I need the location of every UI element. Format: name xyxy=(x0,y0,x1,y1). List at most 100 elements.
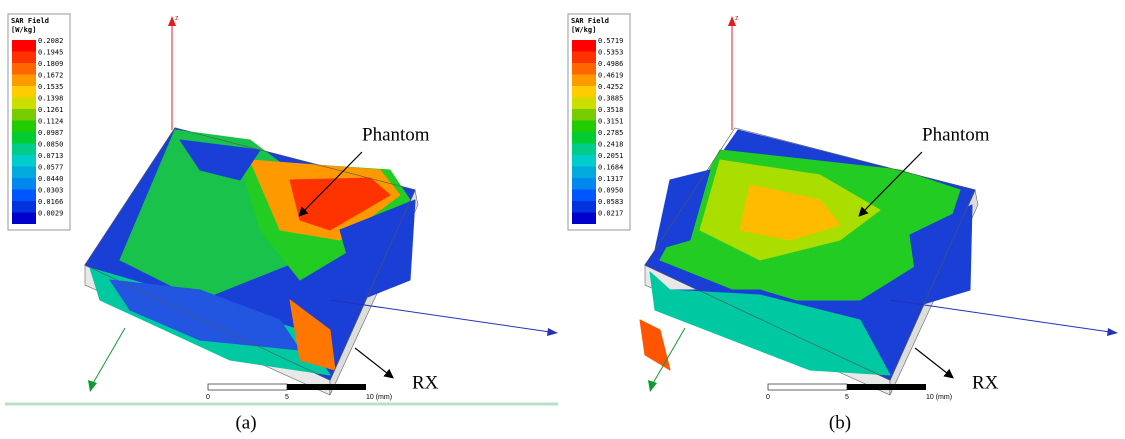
scale-white xyxy=(207,383,288,391)
legend-swatch xyxy=(572,189,596,201)
caption: (b) xyxy=(829,412,851,433)
legend-value: 0.0029 xyxy=(38,210,63,218)
box-outline xyxy=(644,127,976,381)
legend-value: 0.0217 xyxy=(598,210,623,218)
legend-swatch xyxy=(572,201,596,213)
phantom-label: Phantom xyxy=(362,124,430,145)
legend-value: 0.0850 xyxy=(38,141,63,149)
legend-value: 0.1809 xyxy=(38,60,63,68)
panel: SAR Field[W/kg]0.2082 0.1945 0.1809 0.1672 0… xyxy=(7,13,558,433)
legend-value: 0.0577 xyxy=(38,164,63,172)
scale-label: 5 xyxy=(285,394,289,401)
legend-value: 0.0950 xyxy=(598,187,623,195)
legend-unit: [W/kg] xyxy=(11,26,36,34)
sar-region xyxy=(639,319,671,371)
legend-swatch xyxy=(572,74,596,86)
legend-swatch xyxy=(572,97,596,109)
legend-swatch xyxy=(572,178,596,190)
legend-swatch xyxy=(572,143,596,155)
legend-swatch xyxy=(12,51,36,63)
rx-label: RX xyxy=(412,372,439,393)
sar-region xyxy=(289,299,336,371)
z-arrow xyxy=(168,16,176,26)
legend-swatch xyxy=(572,120,596,132)
scale-label: 10 (mm) xyxy=(366,394,392,401)
axis-label: z xyxy=(735,15,739,22)
legend-value: 0.5719 xyxy=(598,37,623,45)
legend-swatch xyxy=(12,189,36,201)
legend-swatch xyxy=(12,155,36,167)
rx-arrow xyxy=(354,347,394,379)
legend-unit: [W/kg] xyxy=(571,26,596,34)
scale-label: 10 (mm) xyxy=(926,394,952,401)
legend-value: 0.0987 xyxy=(38,129,63,137)
legend-value: 0.0583 xyxy=(598,198,623,206)
scale-black xyxy=(287,384,366,390)
sar-region xyxy=(654,169,711,251)
legend-value: 0.1317 xyxy=(598,175,623,183)
legend-swatch xyxy=(12,74,36,86)
legend-value: 0.4986 xyxy=(598,60,623,68)
legend: SAR Field[W/kg]0.5719 0.5353 0.4986 0.4619 0… xyxy=(567,13,631,231)
scale-label: 0 xyxy=(206,394,210,401)
legend-value: 0.0303 xyxy=(38,187,63,195)
legend-value: 0.1261 xyxy=(38,106,63,114)
scale-white xyxy=(767,383,848,391)
phantom-arrow xyxy=(298,151,363,217)
box-outline xyxy=(84,127,416,381)
sar-region xyxy=(339,199,416,301)
legend-value: 0.3885 xyxy=(598,95,623,103)
y-axis xyxy=(651,327,686,386)
sar-region xyxy=(739,184,841,241)
legend-swatch xyxy=(572,63,596,75)
legend-swatch xyxy=(572,86,596,98)
x-axis xyxy=(889,299,1111,333)
y-arrow xyxy=(648,380,657,392)
sar-region xyxy=(179,139,261,181)
x-axis xyxy=(329,299,551,333)
scale-label: 0 xyxy=(766,394,770,401)
legend-swatch xyxy=(572,40,596,52)
legend-swatch xyxy=(12,109,36,121)
legend-value: 0.1684 xyxy=(598,164,623,172)
legend-value: 0.2418 xyxy=(598,141,623,149)
caption: (a) xyxy=(235,412,256,433)
legend-swatch xyxy=(12,201,36,213)
legend-swatch xyxy=(12,120,36,132)
legend-swatch xyxy=(12,132,36,144)
x-arrow xyxy=(1107,328,1118,336)
z-arrow xyxy=(728,16,736,26)
sar-region xyxy=(909,204,973,306)
legend-value: 0.1535 xyxy=(38,83,63,91)
legend-value: 0.3151 xyxy=(598,118,623,126)
legend-swatch xyxy=(12,86,36,98)
legend-swatch xyxy=(12,63,36,75)
legend: SAR Field[W/kg]0.2082 0.1945 0.1809 0.1672 0… xyxy=(7,13,71,231)
legend-swatch xyxy=(12,97,36,109)
legend-swatch xyxy=(572,212,596,224)
axis-label: z xyxy=(175,15,179,22)
legend-title: SAR Field xyxy=(11,17,49,25)
legend-value: 0.1124 xyxy=(38,118,63,126)
legend-swatch xyxy=(572,166,596,178)
legend-value: 0.0166 xyxy=(38,198,63,206)
legend-value: 0.2785 xyxy=(598,129,623,137)
legend-value: 0.5353 xyxy=(598,49,623,57)
phantom-arrow xyxy=(858,151,923,217)
rx-arrow xyxy=(914,347,954,379)
legend-value: 0.2082 xyxy=(38,37,63,45)
legend-value: 0.4619 xyxy=(598,72,623,80)
legend-swatch xyxy=(572,109,596,121)
legend-value: 0.1672 xyxy=(38,72,63,80)
legend-value: 0.1398 xyxy=(38,95,63,103)
legend-swatch xyxy=(12,212,36,224)
scale-label: 5 xyxy=(845,394,849,401)
x-arrow xyxy=(547,328,558,336)
panel: SAR Field[W/kg]0.5719 0.5353 0.4986 0.4619 0… xyxy=(567,13,1118,433)
legend-value: 0.2051 xyxy=(598,152,623,160)
legend-value: 0.0713 xyxy=(38,152,63,160)
legend-swatch xyxy=(12,143,36,155)
scale-black xyxy=(847,384,926,390)
legend-swatch xyxy=(572,51,596,63)
